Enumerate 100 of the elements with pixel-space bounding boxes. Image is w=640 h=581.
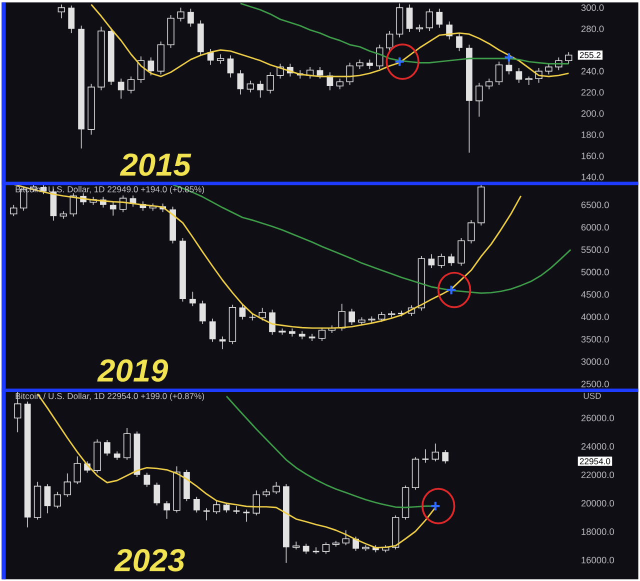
candlestick	[54, 491, 62, 508]
y-tick-label: 5000.0	[581, 268, 609, 276]
y-axis-title: USD	[584, 392, 601, 399]
candlestick	[70, 192, 77, 217]
y-tick-label: 6000.0	[581, 224, 609, 230]
y-tick-label: 180.0	[582, 131, 604, 138]
annotation: 2019	[97, 359, 168, 382]
candlestick	[348, 308, 356, 326]
candlestick	[257, 80, 264, 98]
candlestick	[188, 8, 194, 28]
candlestick	[203, 508, 210, 521]
y-tick-label: 24000.0	[581, 443, 614, 450]
y-tick-label: 20000.0	[581, 500, 614, 506]
candlestick	[104, 439, 110, 456]
candlestick	[219, 336, 226, 350]
candlestick	[144, 472, 150, 488]
candlestick	[495, 61, 503, 86]
candlestick	[209, 318, 216, 342]
candlestick	[378, 311, 386, 322]
candlestick	[272, 481, 280, 494]
candlestick	[44, 484, 51, 514]
candlestick	[322, 542, 330, 554]
candlestick	[336, 78, 344, 90]
candlestick	[118, 78, 124, 99]
candlestick	[216, 54, 224, 64]
y-tick-label: 4000.0	[581, 313, 609, 320]
y-tick-label: 200.0	[581, 110, 604, 117]
annotation: 2015	[120, 153, 192, 176]
candlestick	[318, 327, 326, 342]
candlestick	[428, 254, 435, 268]
y-tick-label: 160.0	[582, 152, 604, 160]
candlestick	[376, 44, 384, 70]
y-tick-label: 22000.0	[581, 471, 614, 478]
candlestick	[246, 80, 254, 93]
candlestick	[406, 4, 413, 32]
candlestick	[565, 52, 572, 64]
candlestick	[416, 24, 424, 32]
candlestick	[199, 300, 206, 324]
y-tick-label: 26000.0	[581, 414, 614, 422]
candlestick	[442, 449, 449, 464]
y-tick-label: 4500.0	[581, 291, 609, 298]
y-tick-label: 16000.0	[582, 556, 614, 564]
y-tick-label: 3500.0	[581, 336, 609, 342]
y-tick-label: 18000.0	[582, 528, 614, 535]
candlestick	[422, 448, 430, 464]
candlestick	[177, 7, 184, 22]
candlestick	[432, 443, 439, 462]
y-tick-label: 5500.0	[581, 246, 609, 253]
candlestick	[237, 70, 244, 95]
candlestick	[388, 310, 396, 318]
candlestick	[266, 72, 274, 94]
candlestick	[258, 307, 266, 321]
candlestick	[68, 5, 75, 34]
candlestick	[154, 482, 160, 506]
candlestick	[148, 56, 154, 76]
candlestick	[227, 54, 234, 78]
candlestick	[110, 202, 116, 216]
candlestick	[316, 66, 324, 79]
y-tick-label: 2500.0	[581, 380, 609, 388]
candlestick	[207, 48, 214, 66]
candlestick	[64, 472, 71, 498]
candlestick	[456, 32, 462, 52]
candlestick	[342, 530, 350, 546]
candlestick	[338, 303, 346, 332]
candlestick	[468, 220, 475, 244]
candlestick	[476, 82, 483, 117]
candlestick	[545, 63, 552, 75]
y-tick-label: 140.0	[582, 174, 604, 180]
candlestick	[164, 500, 170, 520]
y-tick-label: 6500.0	[581, 202, 609, 208]
candlestick	[438, 253, 445, 268]
candlestick	[193, 496, 200, 513]
candlestick	[448, 253, 454, 266]
candlestick	[366, 59, 373, 70]
annotation: 2023	[114, 548, 185, 572]
candlestick	[292, 541, 300, 550]
candlestick	[436, 8, 443, 28]
candlestick	[386, 30, 394, 52]
candlestick	[127, 76, 135, 94]
candlestick	[233, 506, 240, 514]
y-tick-label: 220.0	[581, 88, 604, 96]
candlestick	[10, 204, 18, 216]
candlestick	[302, 543, 310, 554]
candlestick	[356, 59, 364, 70]
candlestick	[346, 62, 354, 86]
candlestick	[74, 456, 81, 484]
y-tick-label: 240.0	[581, 68, 604, 74]
y-tick-label: 3000.0	[581, 358, 609, 365]
candlestick	[525, 76, 532, 86]
y-tick-label: 280.0	[581, 25, 604, 32]
text: 255.2	[580, 52, 601, 58]
candlestick	[426, 8, 433, 32]
candlestick	[269, 309, 276, 336]
candlestick	[190, 291, 196, 306]
y-tick-label: 300.0	[581, 4, 604, 11]
candlestick	[516, 67, 522, 84]
candlestick	[486, 78, 493, 90]
candlestick	[458, 238, 465, 266]
candlestick	[212, 500, 220, 514]
candlestick	[239, 304, 246, 320]
